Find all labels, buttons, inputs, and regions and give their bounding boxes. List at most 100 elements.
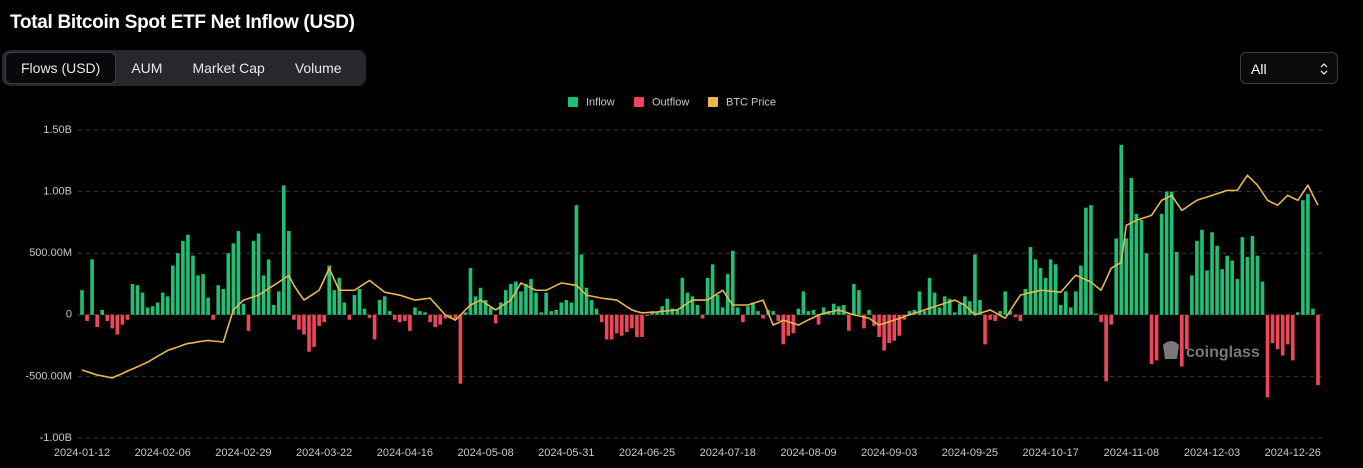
bar	[317, 314, 321, 326]
bar	[705, 277, 710, 315]
bar	[609, 314, 614, 340]
tab[interactable]: AUM	[131, 60, 163, 76]
bar	[236, 231, 241, 315]
x-tick-label: 2024-02-29	[215, 447, 271, 459]
bar	[342, 302, 347, 315]
bar	[998, 311, 1002, 315]
bar	[549, 311, 553, 315]
bar	[1250, 235, 1255, 315]
y-tick-label: 0	[66, 309, 72, 321]
legend-label: Outflow	[652, 96, 689, 108]
bar	[1270, 314, 1275, 344]
bar	[276, 291, 281, 315]
bar	[1058, 304, 1063, 315]
bar	[256, 233, 261, 315]
bar	[1139, 219, 1144, 315]
bar	[1290, 314, 1295, 361]
bar	[756, 311, 760, 315]
tab[interactable]: Market Cap	[192, 60, 265, 76]
bar	[1089, 205, 1093, 315]
bar	[1301, 200, 1305, 315]
bar	[181, 240, 185, 315]
bar	[120, 314, 125, 325]
bar	[251, 240, 256, 315]
bar	[710, 264, 715, 315]
bar	[786, 314, 791, 336]
bar	[226, 253, 231, 315]
bar	[862, 314, 866, 329]
bar	[1190, 275, 1194, 315]
bar	[1275, 314, 1280, 350]
bar	[1285, 314, 1290, 345]
bar	[831, 303, 836, 315]
tab-bar: Flows (USD) AUM Market Cap Volume	[2, 50, 366, 86]
x-tick-label: 2024-04-16	[377, 447, 433, 459]
bar	[1048, 259, 1053, 315]
bar	[604, 314, 609, 340]
bar	[630, 314, 634, 329]
bar	[978, 300, 982, 315]
bar	[882, 314, 886, 351]
bar	[988, 314, 992, 320]
bar	[892, 314, 897, 341]
bar	[468, 267, 473, 315]
bar	[1306, 194, 1310, 315]
watermark: coinglass	[1163, 341, 1260, 361]
bar	[574, 205, 579, 315]
legend-item[interactable]: BTC Price	[708, 96, 776, 108]
bar	[922, 311, 927, 315]
x-tick-label: 2024-11-08	[1104, 447, 1159, 459]
bar	[1119, 144, 1124, 315]
bar	[1129, 178, 1134, 315]
tab[interactable]: Volume	[294, 60, 342, 76]
bar	[670, 308, 675, 315]
bar	[135, 285, 140, 315]
bar	[917, 291, 922, 315]
bar	[761, 314, 765, 319]
bar	[105, 314, 110, 321]
bar	[635, 314, 639, 337]
x-tick-label: 2024-12-03	[1184, 447, 1240, 459]
bar	[1185, 314, 1189, 350]
bar	[897, 314, 902, 336]
bar	[1225, 255, 1229, 315]
bar	[85, 314, 89, 321]
bar	[322, 314, 326, 323]
bar	[423, 312, 427, 315]
tab[interactable]: Flows (USD)	[5, 52, 117, 84]
bar	[544, 292, 548, 315]
bar	[599, 314, 604, 323]
bar	[1174, 251, 1179, 315]
legend-item[interactable]: Inflow	[568, 96, 615, 108]
bar	[816, 314, 821, 325]
bar	[887, 314, 891, 344]
bar	[307, 314, 311, 352]
bar	[529, 279, 533, 315]
bar	[1205, 270, 1209, 315]
bar	[665, 298, 670, 315]
bar	[1255, 255, 1260, 315]
bar	[261, 275, 266, 315]
bar	[1215, 245, 1219, 315]
select-arrows	[1320, 63, 1328, 75]
bar	[160, 292, 165, 315]
bar	[241, 303, 246, 315]
x-tick-label: 2024-01-12	[54, 447, 110, 459]
bar	[1104, 314, 1108, 382]
bar	[352, 295, 357, 315]
bar	[1311, 308, 1315, 315]
bar	[1023, 288, 1028, 315]
bar	[1124, 238, 1129, 315]
y-tick-label: 500.00M	[29, 247, 72, 259]
legend-item[interactable]: Outflow	[634, 96, 689, 108]
bar	[140, 292, 145, 315]
bar	[1210, 232, 1214, 315]
range-select[interactable]: All	[1240, 52, 1338, 84]
x-tick-label: 2024-02-06	[135, 447, 191, 459]
bar	[947, 298, 952, 315]
bar	[655, 312, 659, 315]
bar	[90, 259, 94, 315]
bar	[821, 307, 826, 315]
bar	[216, 285, 221, 315]
